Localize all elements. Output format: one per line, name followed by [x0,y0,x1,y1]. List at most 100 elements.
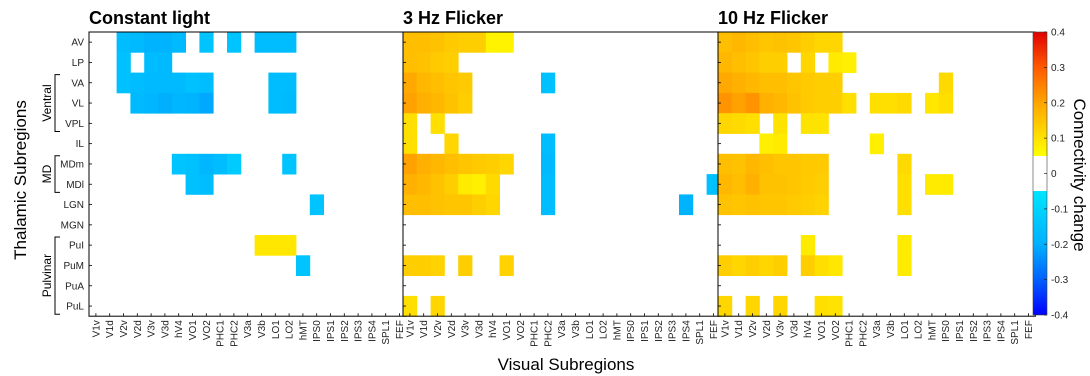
heatmap-cell [745,92,760,114]
heatmap-cell [458,72,473,94]
heatmap-cell [541,174,556,195]
heatmap-cell [773,255,788,276]
heatmap-cell [800,32,815,53]
heatmap-cell [787,32,802,53]
heatmap-cell [116,32,131,53]
heatmap-cell [814,255,829,276]
heatmap-cell [731,113,746,134]
x-tick-label: FEF [709,320,720,339]
heatmap-cell [773,153,788,175]
heatmap-cell [268,235,283,256]
heatmap-cell [773,174,788,195]
colorbar-tick-label: -0.3 [1051,275,1069,286]
x-tick-label: V3a [872,320,883,338]
x-tick-label: V1d [105,320,116,338]
y-group-brackets: Ventral MD Pulvinar [40,74,60,315]
heatmap-cell [185,72,200,94]
heatmap-cell [773,133,788,155]
heatmap-cell [485,174,500,195]
heatmap-cell [254,32,269,53]
panel-title: 3 Hz Flicker [403,8,503,28]
heatmap-cell [430,32,445,53]
x-tick-label: IPS2 [969,320,980,342]
heatmap-cell [897,92,912,114]
x-tick-label: V3v [461,320,472,337]
heatmap-cell [130,72,145,94]
heatmap-cell [759,52,774,73]
heatmap-cell [773,113,788,134]
colorbar-tick-label: 0.3 [1051,63,1065,74]
heatmap-cell [938,174,953,195]
heatmap-cell [282,153,297,175]
panel-title: Constant light [89,8,210,28]
x-tick-label: V3b [257,320,268,338]
x-tick-label: IPS4 [996,320,1007,342]
heatmap-cell [403,32,418,53]
heatmap-cell [444,92,459,114]
y-tick-label: MDl [66,180,84,191]
heatmap-cell [485,194,500,216]
x-tick-label: V2d [762,320,773,338]
heatmap-cell [458,174,473,195]
heatmap-cell [883,92,898,114]
heatmap-cell [541,133,556,155]
x-tick-label: IPS1 [640,320,651,342]
x-tick-label: VO1 [502,320,513,340]
heatmap-cell [787,174,802,195]
heatmap-cell [828,32,843,53]
heatmap-cell [430,174,445,195]
heatmap-cell [745,32,760,53]
heatmap-cell [472,194,487,216]
heatmap-cell [144,32,159,53]
x-tick-label: hV4 [174,320,185,338]
heatmap-cell [814,72,829,94]
heatmap-cell [787,153,802,175]
x-tick-label: IPS2 [654,320,665,342]
heatmap-cell [458,32,473,53]
heatmap-cell [541,153,556,175]
heatmap-cell [282,72,297,94]
x-tick-label: IPS1 [955,320,966,342]
heatmap-cell [759,72,774,94]
x-tick-label: VO2 [831,320,842,340]
heatmap-cell [430,72,445,94]
x-tick-label: V3a [243,320,254,338]
x-tick-label: hMT [612,320,623,340]
y-tick-label: MDm [60,159,84,170]
heatmap-cell [745,52,760,73]
x-tick-label: hV4 [803,320,814,338]
heatmap-cell [773,72,788,94]
heatmap-cell [731,194,746,216]
group-label: MD [40,164,54,183]
heatmap-cell [731,72,746,94]
heatmap-cell [158,72,173,94]
heatmap-cell [814,32,829,53]
group-bracket [54,155,60,193]
heatmap-cell [869,92,884,114]
x-tick-label: IPS3 [354,320,365,342]
group-label: Ventral [40,84,54,121]
heatmap-cell [144,92,159,114]
heatmap-cell [430,255,445,276]
heatmap-cell [403,153,418,175]
heatmap-cell [828,92,843,114]
x-tick-label: PHC1 [845,320,856,347]
x-tick-label: VO2 [516,320,527,340]
heatmap-cell [718,32,733,53]
heatmap-cell [745,72,760,94]
heatmap-cell [759,153,774,175]
heatmap-cell [731,174,746,195]
heatmap-cell [416,72,431,94]
heatmap-cell [541,194,556,216]
x-tick-label: V3a [557,320,568,338]
heatmap-cell [745,295,760,317]
x-tick-label: SPL1 [1010,320,1021,345]
x-tick-label: V1d [734,320,745,338]
heatmap-cell [938,72,953,94]
heatmap-cell [116,72,131,94]
heatmap-panel: 10 Hz Flicker V1v V1d V2v V2d V3v V3d hV4 VO1 VO2… [717,8,1036,347]
heatmap-cell [282,92,297,114]
heatmap-cell [897,235,912,256]
x-tick-label: VO1 [188,320,199,340]
